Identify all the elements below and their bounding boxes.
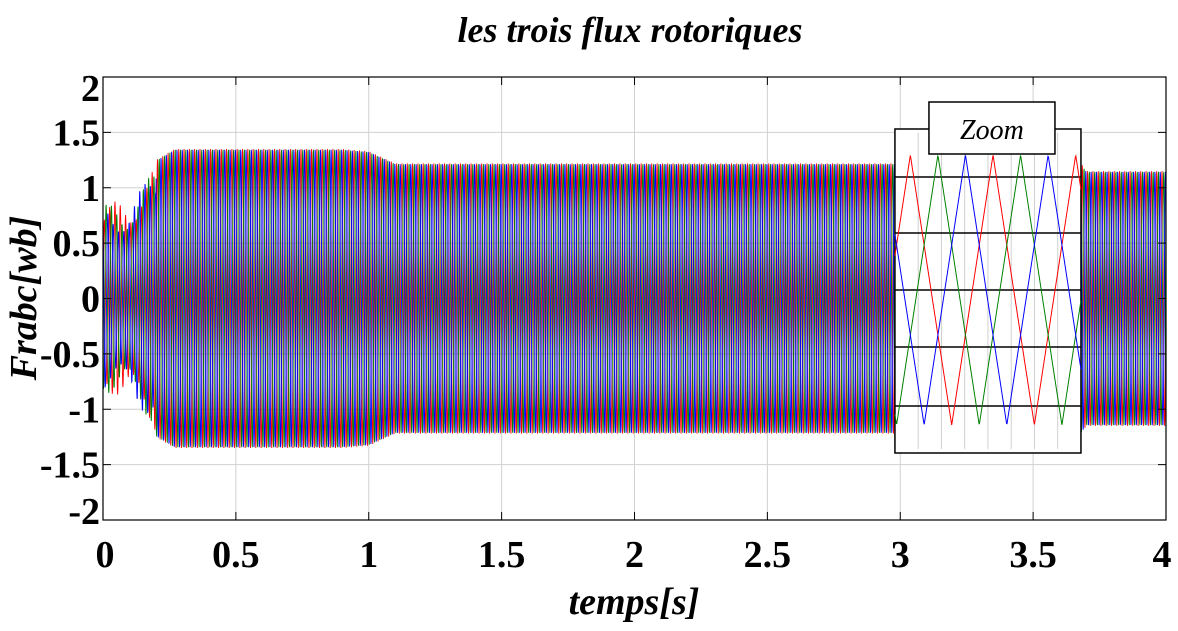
- y-axis-label: Frabc[wb]: [3, 216, 45, 382]
- x-tick-label: 1: [359, 534, 378, 576]
- zoom-series-line: [894, 154, 1082, 426]
- ticks: [102, 76, 1167, 521]
- x-tick-label: 4: [1153, 534, 1172, 576]
- series-group: [103, 148, 1166, 449]
- x-tick-label: 2: [625, 534, 644, 576]
- x-tick-label: 3.5: [1009, 534, 1057, 576]
- zoom-label-box: [928, 101, 1056, 155]
- x-tick-label: 1.5: [478, 534, 526, 576]
- y-tick-label: 1.5: [53, 112, 101, 154]
- series-line: [103, 148, 896, 449]
- y-tick-label: 1: [81, 168, 100, 210]
- series-line: [1080, 168, 1166, 433]
- zoom-series-line: [894, 154, 1082, 425]
- zoom-inset: Zoom: [894, 101, 1082, 454]
- y-tick-label: -1.5: [40, 445, 100, 487]
- series-line: [103, 149, 896, 448]
- series-line: [1080, 171, 1166, 430]
- zoom-series-line: [894, 154, 1082, 425]
- x-tick-label: 2.5: [744, 534, 792, 576]
- y-tick-label: 0: [81, 279, 100, 321]
- series-line: [1080, 165, 1166, 428]
- y-tick-label: -1: [68, 389, 100, 431]
- x-tick-label: 3: [891, 534, 910, 576]
- y-tick-label: 2: [81, 68, 100, 110]
- y-tick-label: -0.5: [40, 334, 100, 376]
- y-tick-label: 0.5: [53, 223, 101, 265]
- x-axis-label: temps[s]: [569, 581, 700, 623]
- y-tick-label: -2: [68, 491, 100, 533]
- tick-labels: 0 0.5 1 1.5 2 2.5 3 3.5 421.510.50-0.5-1-1.5-2: [40, 68, 1172, 576]
- chart-title: les trois flux rotoriques: [457, 10, 802, 50]
- zoom-label: Zoom: [960, 115, 1024, 146]
- series-line: [103, 149, 896, 448]
- x-tick-label: 0: [96, 534, 115, 576]
- x-tick-label: 0.5: [212, 534, 260, 576]
